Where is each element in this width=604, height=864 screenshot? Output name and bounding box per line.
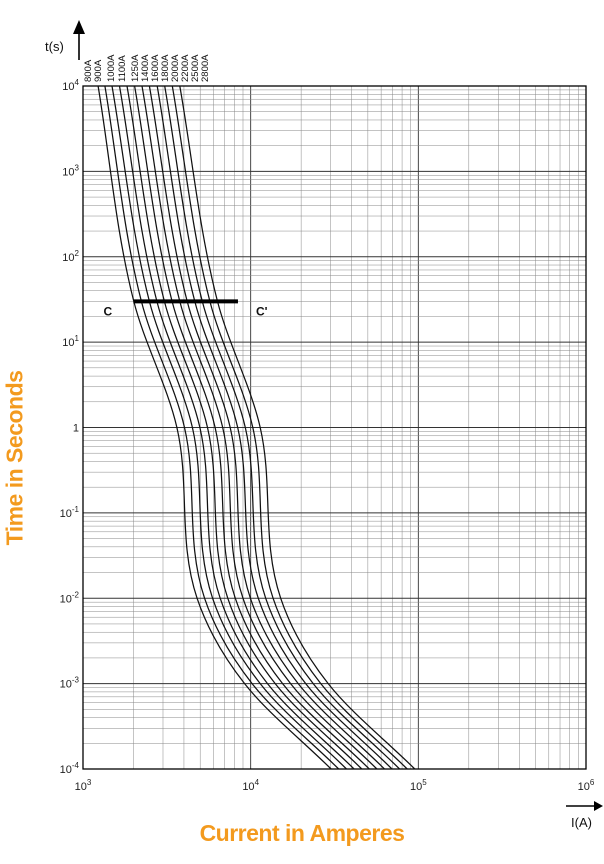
x-tick-label: 104 [242, 778, 259, 793]
y-tick-label: 101 [62, 334, 79, 349]
x-tick-label: 106 [578, 778, 595, 793]
curve-2500a [171, 85, 408, 770]
curve-1250a [126, 85, 363, 770]
curve-800a [97, 85, 332, 770]
rating-label: 1400A [140, 54, 151, 82]
y-tick-label: 10-3 [60, 676, 80, 691]
x-axis-label: Current in Amperes [199, 820, 405, 846]
curve-2000a [156, 85, 393, 770]
rating-label: 1100A [117, 55, 128, 82]
rating-label: 1600A [150, 54, 161, 82]
rating-label: 2800A [200, 54, 211, 82]
y-tick-label: 10-2 [60, 590, 80, 605]
y-axis-name: t(s) [45, 39, 64, 54]
curve-1400a [133, 85, 370, 770]
rating-label: 2500A [190, 54, 201, 82]
x-axis-name: I(A) [571, 815, 592, 830]
rating-label: 1800A [160, 54, 171, 82]
x-tick-label: 105 [410, 778, 427, 793]
cc-annotation: C C' [103, 299, 268, 318]
curve-2200a [164, 85, 401, 770]
rating-label: 1250A [130, 54, 141, 82]
x-tick-label: 103 [75, 778, 92, 793]
plot-frame [82, 85, 587, 770]
curve-1100a [118, 85, 355, 770]
rating-label: 900A [93, 59, 104, 82]
y-tick-label: 1 [73, 423, 79, 435]
curve-1600a [141, 85, 378, 770]
y-tick-labels: 104 103 102 101 1 10-1 10-2 10-3 10-4 [60, 78, 80, 776]
x-tick-labels: 103 104 105 106 [75, 778, 595, 793]
y-axis-arrow-head [73, 20, 85, 34]
y-tick-label: 10-4 [60, 761, 80, 776]
curve-1000a [111, 85, 347, 770]
y-tick-label: 104 [62, 78, 79, 93]
rating-labels: 800A 900A 1000A 1100A 1250A 1400A 1600A 1800A 20… [83, 54, 211, 82]
y-axis-label: Time in Seconds [1, 370, 28, 546]
rating-label: 2000A [170, 54, 181, 82]
y-tick-label: 102 [62, 249, 79, 264]
chart-grid [83, 86, 586, 769]
rating-label: 800A [83, 59, 94, 82]
rating-label: 1000A [106, 54, 117, 82]
y-tick-label: 10-1 [60, 505, 80, 520]
curve-1800a [148, 85, 385, 770]
rating-label: 2200A [180, 54, 191, 82]
curve-900a [104, 85, 340, 770]
y-tick-label: 103 [62, 163, 79, 178]
x-axis-arrow-head [594, 801, 603, 811]
curve-2800a [179, 85, 416, 770]
fuse-curves [97, 85, 416, 770]
marker-c: C [103, 304, 112, 318]
marker-c-prime: C' [256, 304, 268, 318]
